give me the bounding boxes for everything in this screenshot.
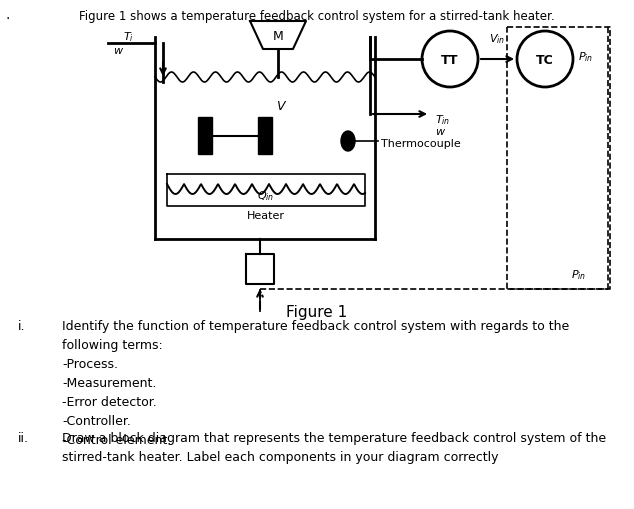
- Text: i.: i.: [18, 319, 25, 332]
- Text: Identify the function of temperature feedback control system with regards to the: Identify the function of temperature fee…: [62, 319, 569, 446]
- Bar: [258, 118, 272, 155]
- Text: TC: TC: [536, 53, 554, 66]
- Text: Thermocouple: Thermocouple: [381, 139, 461, 149]
- Text: M: M: [273, 30, 283, 42]
- Text: Draw a block diagram that represents the temperature feedback control system of : Draw a block diagram that represents the…: [62, 431, 606, 463]
- Ellipse shape: [341, 132, 355, 152]
- Text: Figure 1: Figure 1: [287, 304, 347, 319]
- Text: $T_{in}$: $T_{in}$: [435, 113, 450, 127]
- Text: Heater: Heater: [247, 211, 285, 220]
- Text: $T_i$: $T_i$: [123, 30, 134, 44]
- Text: .: .: [5, 8, 10, 22]
- Text: TT: TT: [441, 53, 459, 66]
- Text: w: w: [113, 46, 122, 56]
- Text: V: V: [276, 100, 284, 113]
- Text: Figure 1 shows a temperature feedback control system for a stirred-tank heater.: Figure 1 shows a temperature feedback co…: [79, 10, 555, 23]
- Text: $P_{in}$: $P_{in}$: [578, 50, 593, 64]
- Text: $Q_{in}$: $Q_{in}$: [257, 189, 275, 203]
- Text: $V_{in}$: $V_{in}$: [489, 32, 505, 46]
- Text: w: w: [435, 127, 444, 137]
- Text: ii.: ii.: [18, 431, 29, 444]
- Bar: [198, 118, 212, 155]
- Text: $P_{in}$: $P_{in}$: [571, 268, 586, 281]
